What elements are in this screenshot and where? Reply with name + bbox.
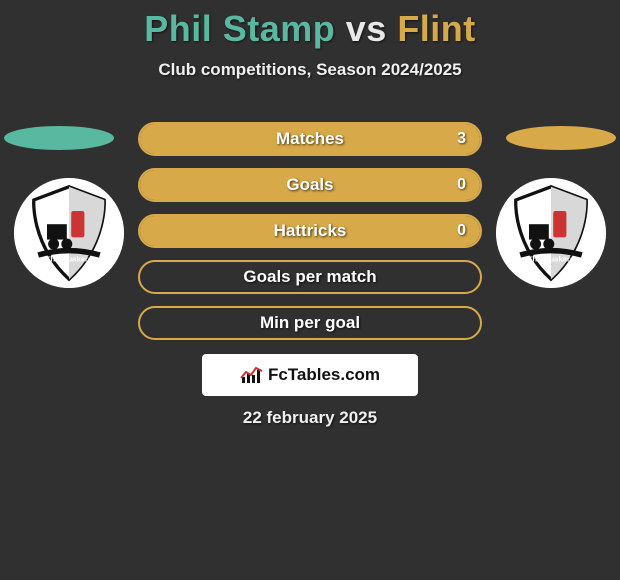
team-badge-right: The Quakers [496, 178, 606, 288]
brand-text: FcTables.com [268, 365, 380, 385]
vs-text: vs [346, 8, 387, 49]
stat-value-right: 3 [457, 130, 466, 148]
stats-panel: Matches 3 Goals 0 Hattricks 0 Goals per match M… [138, 122, 482, 352]
shield-icon: The Quakers [496, 178, 606, 288]
stat-row: Goals 0 [138, 168, 482, 202]
stat-row: Goals per match [138, 260, 482, 294]
comparison-title: Phil Stamp vs Flint [0, 0, 620, 50]
left-color-disc [4, 126, 114, 150]
stat-value-right: 0 [457, 222, 466, 240]
svg-text:The Quakers: The Quakers [46, 255, 93, 264]
player2-name: Flint [397, 8, 475, 49]
stat-label: Matches [276, 129, 344, 149]
stat-label: Hattricks [274, 221, 347, 241]
stat-label: Min per goal [260, 313, 360, 333]
branding-box: FcTables.com [202, 354, 418, 396]
right-color-disc [506, 126, 616, 150]
date-text: 22 february 2025 [0, 408, 620, 428]
stat-label: Goals [286, 175, 333, 195]
stat-row: Matches 3 [138, 122, 482, 156]
team-badge-left: The Quakers [14, 178, 124, 288]
chart-icon [240, 365, 264, 385]
svg-text:The Quakers: The Quakers [528, 255, 575, 264]
stat-row: Min per goal [138, 306, 482, 340]
subtitle: Club competitions, Season 2024/2025 [0, 60, 620, 80]
player1-name: Phil Stamp [144, 8, 335, 49]
stat-label: Goals per match [243, 267, 376, 287]
stat-value-right: 0 [457, 176, 466, 194]
stat-row: Hattricks 0 [138, 214, 482, 248]
shield-icon: The Quakers [14, 178, 124, 288]
